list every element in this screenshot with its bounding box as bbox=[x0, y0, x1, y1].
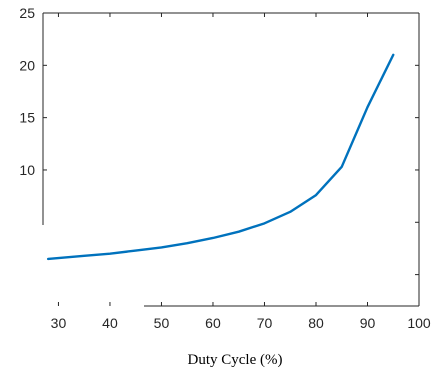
y-tick-label: 15 bbox=[19, 110, 35, 126]
x-tick-label: 90 bbox=[360, 315, 376, 331]
tick-labels: 30 40 50 60 70 80 90 100 10 15 20 25 bbox=[19, 5, 430, 331]
chart-axes bbox=[42, 12, 420, 307]
y-tick-label: 25 bbox=[19, 5, 35, 21]
x-tick-label: 30 bbox=[51, 315, 67, 331]
tick-marks bbox=[43, 12, 420, 306]
x-tick-label: 100 bbox=[407, 315, 431, 331]
x-tick-label: 70 bbox=[257, 315, 273, 331]
x-axis-title: Duty Cycle (%) bbox=[188, 352, 283, 368]
x-tick-label: 80 bbox=[308, 315, 324, 331]
series-line-1 bbox=[46, 53, 395, 261]
x-tick-label: 60 bbox=[205, 315, 221, 331]
x-tick-label: 50 bbox=[154, 315, 170, 331]
plot-series bbox=[46, 53, 395, 261]
y-tick-label: 20 bbox=[19, 57, 35, 73]
y-tick-label: 10 bbox=[19, 162, 35, 178]
x-tick-label: 40 bbox=[102, 315, 118, 331]
